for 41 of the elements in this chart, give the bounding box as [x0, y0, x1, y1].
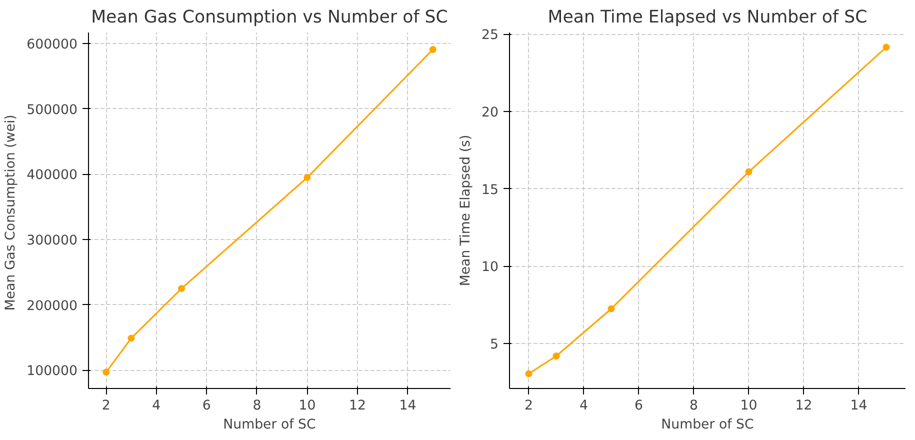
point — [304, 174, 311, 182]
x-tick-label: 12 — [349, 398, 366, 414]
y-axis-title: Mean Gas Consumption (wei) — [4, 114, 19, 311]
y-tick-label: 400000 — [26, 168, 78, 184]
y-tick-label: 10 — [482, 260, 499, 276]
x-tick-label: 8 — [690, 398, 698, 414]
x-tick-label: 10 — [740, 398, 758, 414]
x-axis-title: Number of SC — [223, 418, 316, 432]
point — [745, 168, 752, 176]
x-tick-label: 6 — [634, 398, 643, 414]
point — [608, 305, 615, 312]
x-tick-label: 10 — [298, 398, 316, 414]
x-tick-label: 4 — [152, 398, 161, 414]
y-tick-label: 500000 — [26, 102, 78, 118]
point — [552, 352, 560, 360]
point — [178, 285, 186, 292]
y-tick-label: 300000 — [26, 234, 78, 249]
y-tick-label: 20 — [482, 105, 499, 120]
point — [429, 46, 436, 53]
chart-title: Mean Gas Consumption vs Number of SC — [91, 8, 448, 28]
point — [525, 370, 532, 378]
x-axis-title: Number of SC — [661, 418, 754, 432]
x-tick-label: 2 — [524, 398, 533, 414]
x-tick-label: 14 — [399, 398, 416, 414]
y-tick-label: 15 — [482, 182, 499, 198]
x-tick-label: 2 — [102, 398, 110, 414]
y-tick-label: 100000 — [26, 364, 78, 380]
x-tick-label: 12 — [795, 398, 812, 414]
y-tick-label: 25 — [482, 28, 499, 44]
y-tick-label: 200000 — [26, 298, 78, 314]
x-tick-label: 4 — [580, 398, 588, 414]
chart-title: Mean Time Elapsed vs Number of SC — [548, 8, 868, 28]
y-tick-label: 600000 — [26, 38, 78, 53]
x-tick-label: 14 — [850, 398, 868, 414]
y-axis-title: Mean Time Elapsed (s) — [458, 134, 474, 286]
point — [128, 334, 135, 342]
x-tick-label: 8 — [252, 398, 262, 414]
point — [882, 44, 890, 51]
y-tick-label: 5 — [490, 338, 499, 353]
x-tick-label: 6 — [202, 398, 211, 414]
point — [102, 368, 110, 376]
